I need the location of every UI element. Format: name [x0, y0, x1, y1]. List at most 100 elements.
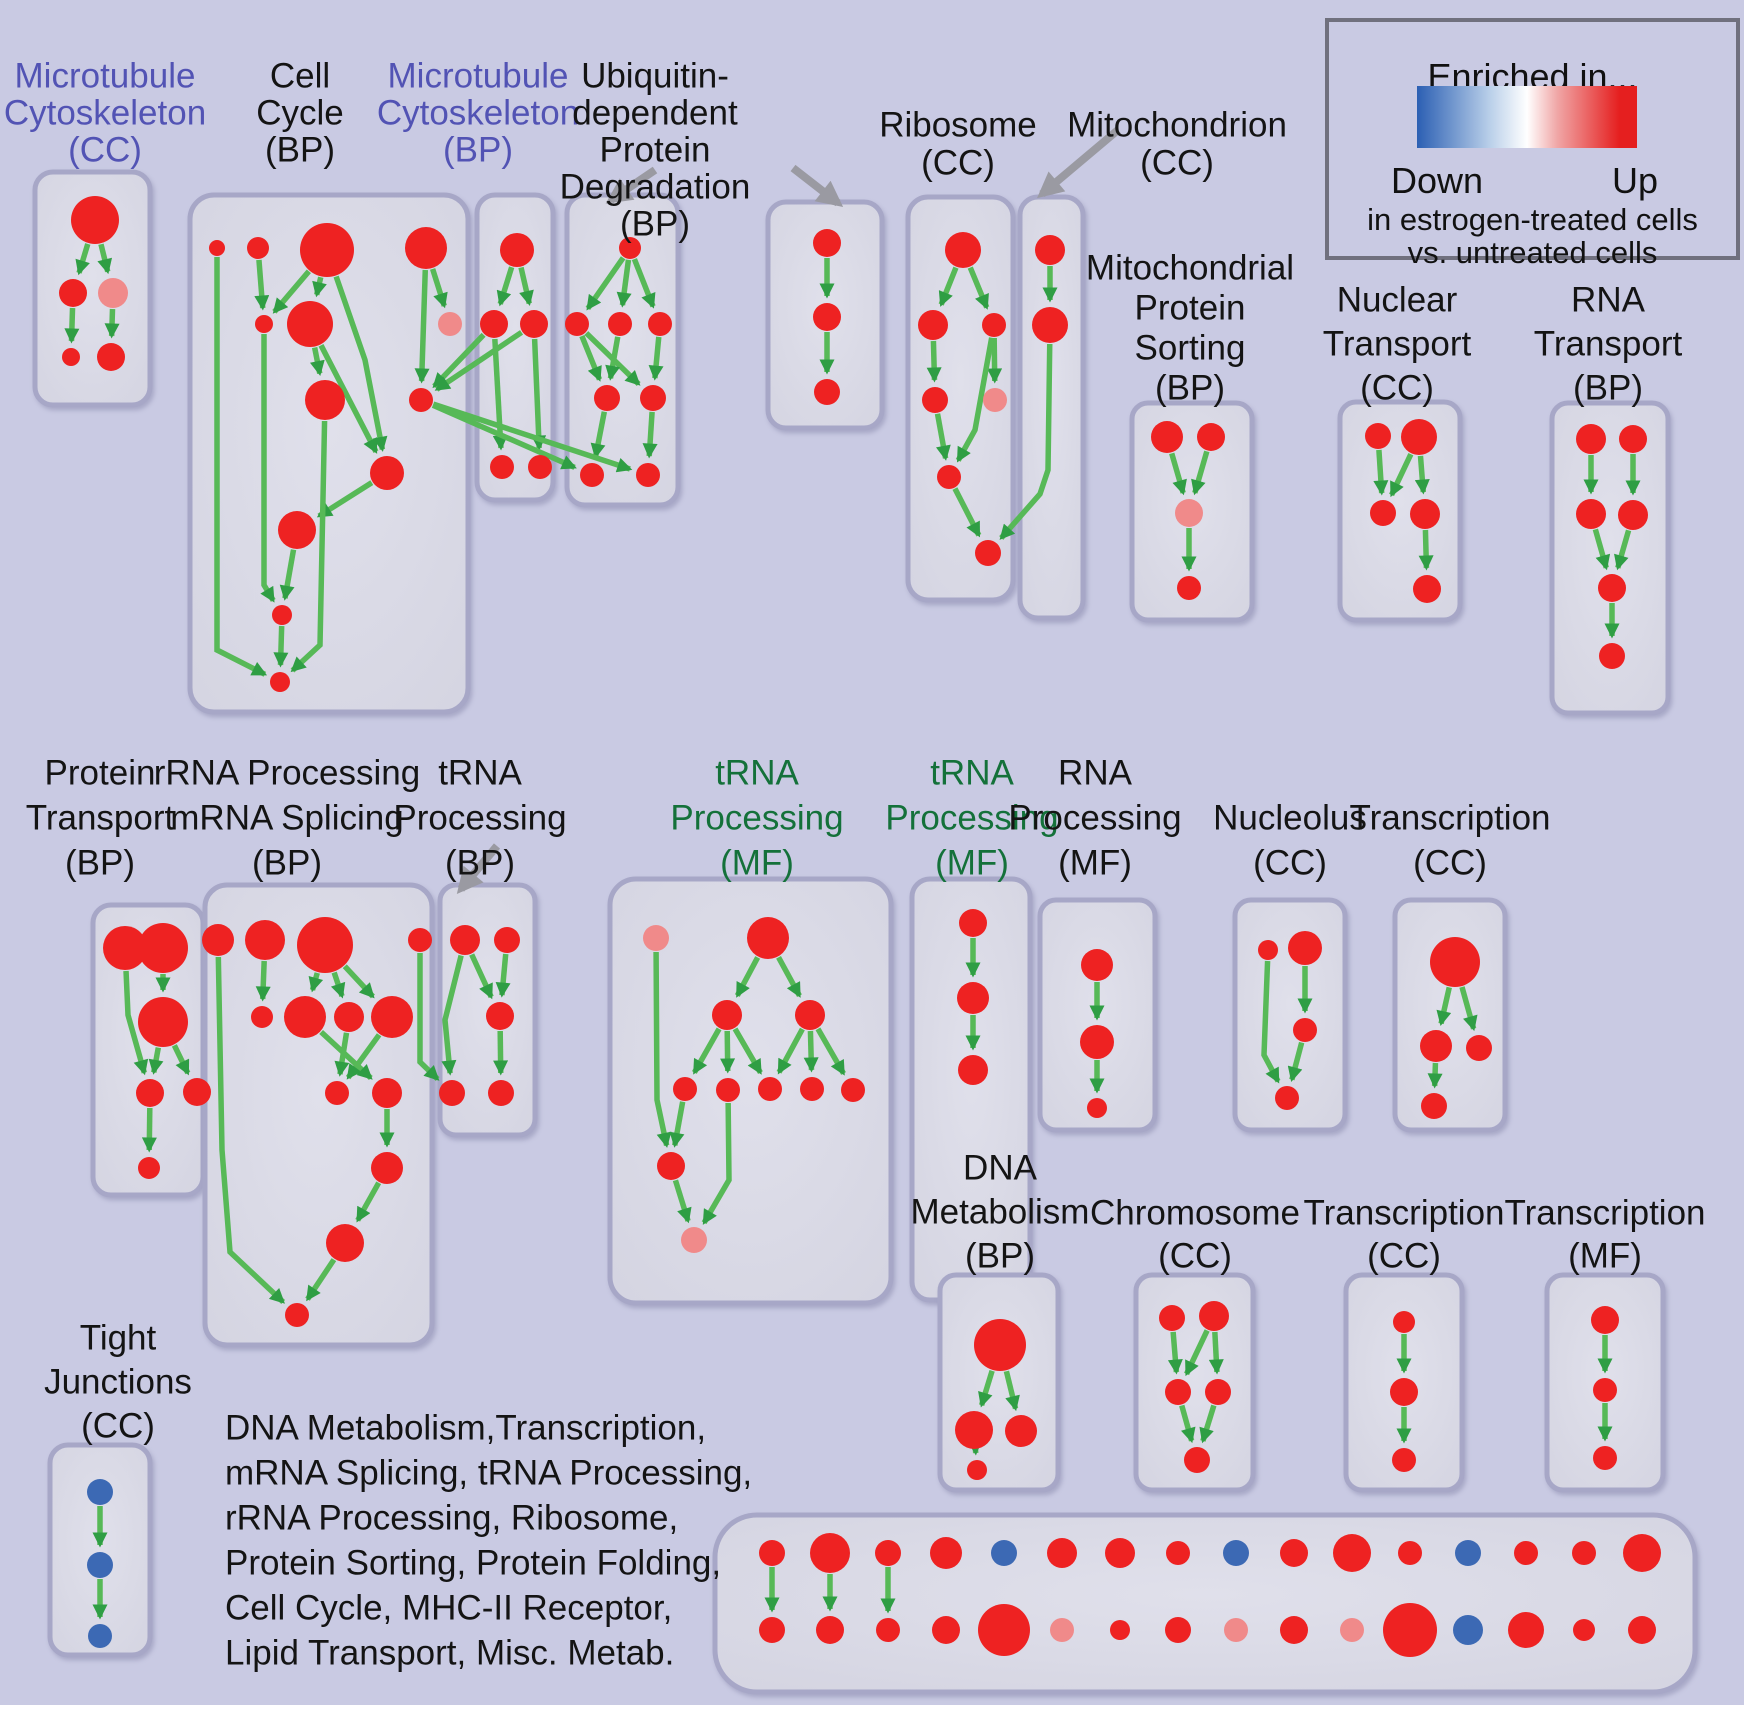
go-term-node: [1105, 1538, 1135, 1568]
edge-arrow: [414, 269, 430, 384]
edges-layer: [64, 126, 1641, 1620]
edge-arrow: [334, 1032, 350, 1077]
cluster-label-trna-mf-large: Processing: [670, 798, 843, 837]
cluster-label-mt-bp: (BP): [443, 130, 513, 169]
go-term-node: [795, 1000, 825, 1030]
go-term-node: [1619, 425, 1647, 453]
go-term-node: [967, 1460, 987, 1480]
go-term-node: [1197, 423, 1225, 451]
edge-arrow: [720, 1030, 736, 1074]
go-term-node: [372, 1078, 402, 1108]
go-term-node: [1333, 1534, 1371, 1572]
go-term-node: [975, 540, 1001, 566]
go-term-node: [98, 278, 128, 308]
go-term-node: [247, 237, 269, 259]
go-term-node: [747, 917, 789, 959]
go-term-node: [1572, 1541, 1596, 1565]
go-term-node: [657, 1152, 685, 1180]
go-term-node: [1047, 1538, 1077, 1568]
cluster-label-dna-metabolism: DNA: [963, 1148, 1038, 1187]
edge-arrow: [1167, 1331, 1183, 1375]
cluster-label-trna-mf-large: (MF): [720, 843, 794, 882]
go-term-node: [1453, 1615, 1483, 1645]
edge-arrow: [214, 257, 268, 677]
edge-arrow: [75, 243, 91, 276]
misc-categories-text: rRNA Processing, Ribosome,: [225, 1498, 678, 1537]
go-term-node: [1177, 576, 1201, 600]
go-term-node: [1383, 1603, 1437, 1657]
cluster-label-transcription-cc-2: Transcription: [1304, 1193, 1505, 1232]
edge-arrow: [431, 402, 577, 470]
go-term-node: [1392, 1448, 1416, 1472]
cluster-label-nuclear-transport: Transport: [1323, 324, 1472, 363]
go-term-node: [500, 233, 534, 267]
edge-arrow: [1179, 1404, 1196, 1444]
edge-arrow: [585, 256, 626, 311]
edge-arrow: [1414, 455, 1430, 495]
cluster-label-mps: Sorting: [1135, 328, 1246, 367]
cluster-label-cell-cycle: Cell: [270, 56, 330, 95]
edge-arrow: [64, 307, 80, 344]
go-term-node: [1430, 937, 1480, 987]
cluster-label-tight-junctions: Tight: [80, 1318, 157, 1357]
edge-arrow: [938, 266, 959, 307]
edge-arrow: [290, 420, 328, 673]
go-term-node: [813, 303, 841, 331]
go-term-node: [59, 279, 87, 307]
go-term-node: [983, 388, 1007, 412]
edge-arrow: [815, 1027, 846, 1076]
cluster-box-mt-cc: [32, 169, 153, 408]
go-term-node: [1032, 307, 1068, 343]
edge-arrow: [469, 953, 494, 1000]
go-term-node: [1365, 423, 1391, 449]
edge-arrow: [648, 336, 664, 381]
cluster-label-tight-junctions: Junctions: [44, 1362, 192, 1401]
go-term-node: [1401, 419, 1437, 455]
go-term-node: [480, 310, 508, 338]
go-term-node: [1508, 1612, 1544, 1648]
edge-arrow: [1459, 986, 1478, 1032]
go-term-node: [648, 312, 672, 336]
go-term-node: [1223, 1540, 1249, 1566]
go-term-node: [930, 1537, 962, 1569]
edge-arrow: [934, 413, 951, 461]
go-term-node: [520, 310, 548, 338]
go-term-node: [245, 920, 285, 960]
go-term-node: [1080, 1025, 1114, 1059]
go-term-node: [955, 1411, 993, 1449]
edge-arrow: [732, 1027, 763, 1075]
go-term-node: [1398, 1541, 1422, 1565]
edge-arrow: [1169, 452, 1187, 496]
go-term-node: [1280, 1539, 1308, 1567]
go-term-node: [62, 348, 80, 366]
go-term-node: [876, 1618, 900, 1642]
cluster-label-protein-transport: (BP): [65, 843, 135, 882]
cluster-label-mito: Mitochondrion: [1067, 105, 1287, 144]
edge-arrow: [669, 1101, 686, 1148]
edge-arrow: [260, 334, 276, 603]
cluster-label-ubiq-label: Degradation: [560, 167, 751, 206]
edge-arrow: [701, 1102, 732, 1225]
cluster-label-chromosome: (CC): [1158, 1236, 1232, 1275]
go-term-node: [103, 926, 147, 970]
edge-arrow: [148, 1047, 164, 1075]
edge-arrow: [631, 258, 656, 309]
cluster-label-trna-bp: Processing: [393, 798, 566, 837]
go-term-node: [439, 1080, 465, 1106]
go-term-node: [1576, 424, 1606, 454]
go-term-node: [97, 343, 125, 371]
go-term-node: [1514, 1541, 1538, 1565]
go-term-node: [1420, 1030, 1452, 1062]
edge-arrow: [672, 1179, 692, 1224]
go-term-node: [1151, 421, 1183, 453]
legend-box: Enriched in... Down Up in estrogen-treat…: [1325, 18, 1740, 270]
cluster-label-chromosome: Chromosome: [1090, 1193, 1300, 1232]
label-pointer-arrow: [1037, 126, 1121, 199]
go-term-node: [1455, 1540, 1481, 1566]
go-term-node: [1199, 1301, 1229, 1331]
edge-arrow: [1592, 528, 1611, 571]
edge-arrow: [1436, 986, 1452, 1027]
go-term-node: [565, 312, 589, 336]
label-pointer-arrow: [790, 164, 844, 207]
